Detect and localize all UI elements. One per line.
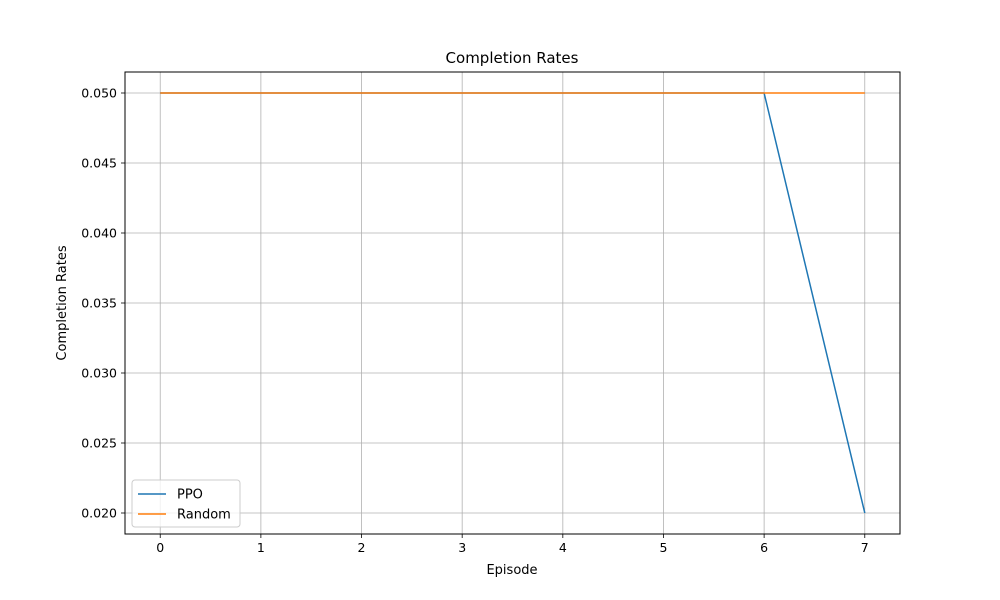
y-tick-label: 0.030: [81, 366, 117, 381]
series-lines: [160, 92, 866, 514]
x-tick-label: 5: [659, 540, 667, 555]
y-axis-ticks: 0.020 0.025 0.030 0.035 0.040 0.045 0.050: [81, 86, 125, 521]
y-tick-label: 0.025: [81, 436, 117, 451]
legend-label-ppo: PPO: [177, 488, 203, 503]
y-tick-label: 0.020: [81, 506, 117, 521]
x-tick-label: 4: [559, 540, 567, 555]
grid-lines: [125, 72, 900, 534]
x-tick-label: 7: [861, 540, 869, 555]
y-tick-label: 0.040: [81, 226, 117, 241]
y-tick-label: 0.050: [81, 86, 117, 101]
y-tick-label: 0.035: [81, 296, 117, 311]
legend: PPO Random: [131, 479, 241, 528]
chart-title: Completion Rates: [446, 49, 579, 67]
x-tick-label: 1: [257, 540, 265, 555]
y-axis-label: Completion Rates: [55, 245, 70, 360]
x-axis-label: Episode: [486, 563, 537, 578]
x-axis-ticks: 0 1 2 3 4 5 6 7: [156, 534, 869, 555]
x-tick-label: 3: [458, 540, 466, 555]
x-tick-label: 6: [760, 540, 768, 555]
x-tick-label: 0: [156, 540, 164, 555]
legend-box: [131, 479, 241, 528]
y-tick-label: 0.045: [81, 156, 117, 171]
x-tick-label: 2: [358, 540, 366, 555]
legend-label-random: Random: [177, 508, 231, 523]
